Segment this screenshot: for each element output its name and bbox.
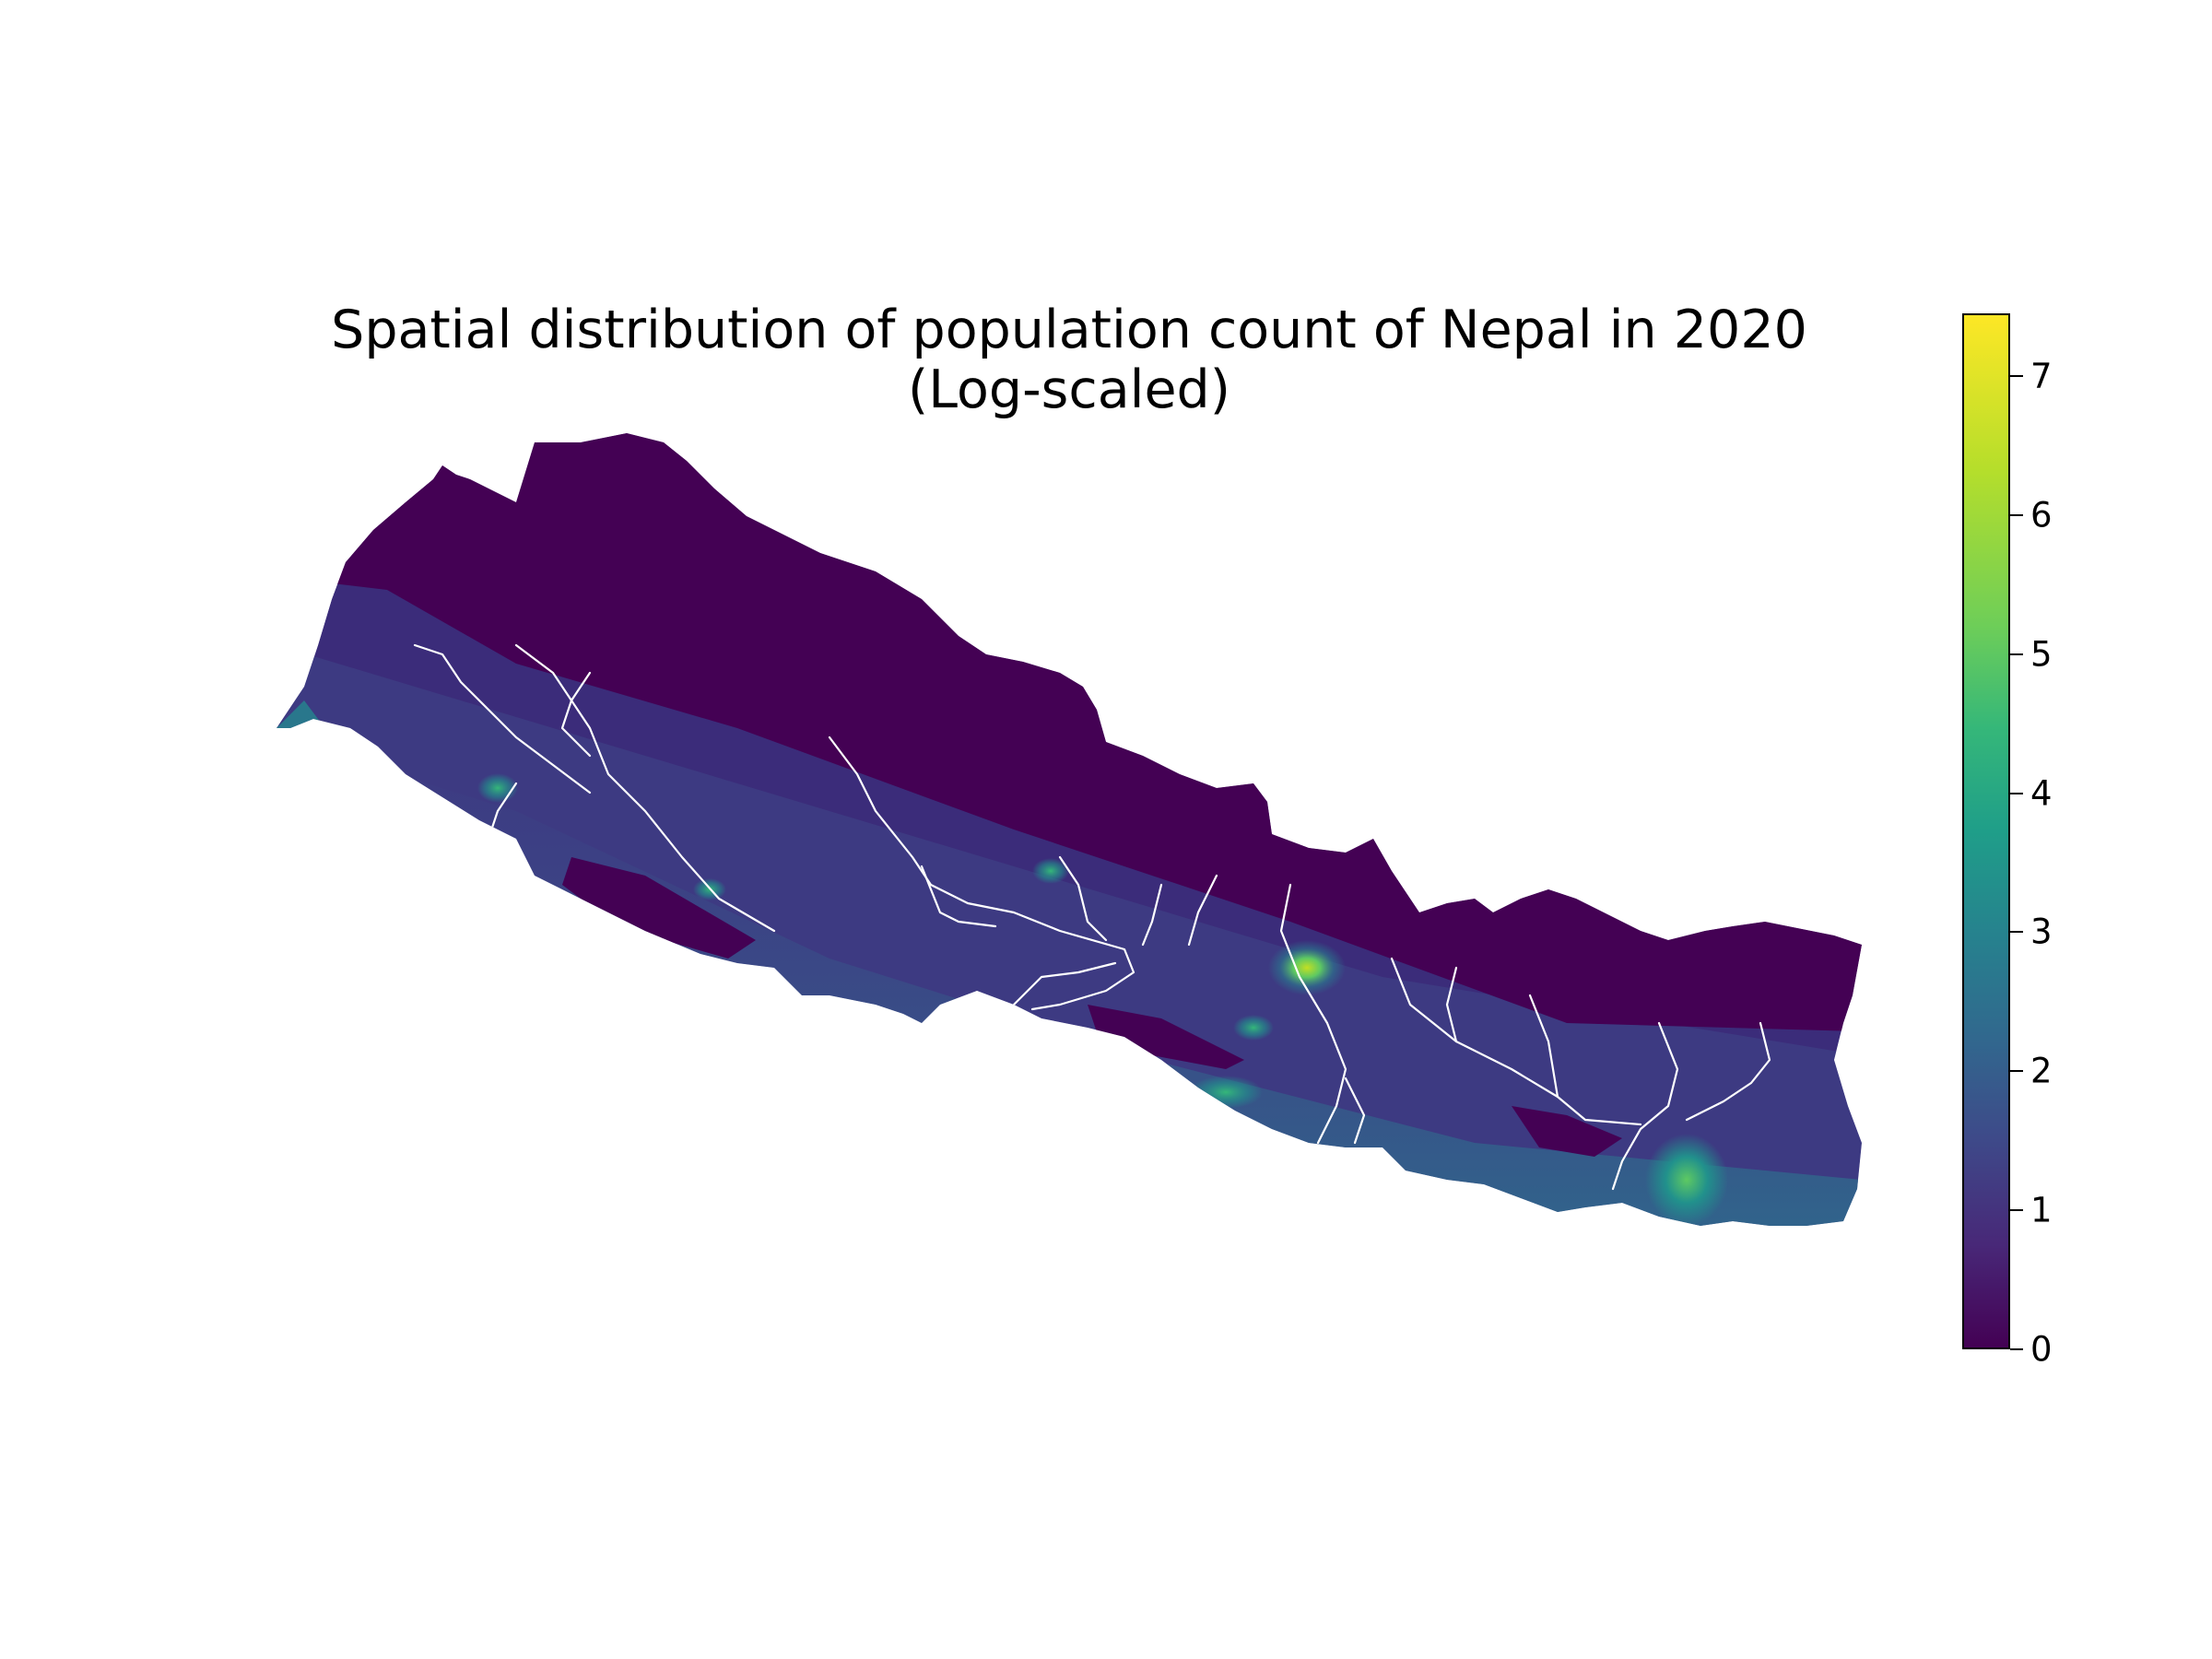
pokhara-hotspot — [1032, 858, 1069, 884]
colorbar-tick-label: 5 — [2030, 634, 2053, 675]
river-9 — [1187, 874, 1218, 947]
river-16 — [1344, 1077, 1366, 1145]
protected-area-west — [562, 857, 756, 959]
southeast-hotspot — [1189, 1076, 1263, 1109]
river-11 — [1390, 957, 1642, 1126]
river-1 — [413, 643, 592, 794]
chart-title: Spatial distribution of population count… — [331, 300, 1807, 360]
colorbar — [1962, 313, 2010, 1349]
river-8 — [1141, 883, 1163, 947]
river-6 — [920, 865, 997, 928]
colorbar-tick-label: 0 — [2030, 1329, 2053, 1370]
colorbar-tick-label: 3 — [2030, 912, 2053, 952]
river-2 — [514, 643, 776, 933]
river-12 — [1445, 966, 1458, 1043]
colorbar-tick — [2010, 1070, 2023, 1073]
protected-area-east — [1512, 1106, 1622, 1157]
protected-area-central — [1088, 1005, 1244, 1069]
colorbar-tick — [2010, 374, 2023, 377]
colorbar-tick-label: 7 — [2030, 356, 2053, 396]
river-5 — [828, 735, 1135, 1011]
river-7 — [1058, 855, 1108, 942]
colorbar-tick-label: 6 — [2030, 495, 2053, 535]
rivers — [413, 643, 1771, 1191]
river-14 — [1611, 1021, 1679, 1191]
population-raster — [276, 433, 1862, 1226]
kathmandu-hotspot — [1268, 940, 1346, 995]
river-17 — [1012, 961, 1117, 1006]
chart-subtitle: (Log-scaled) — [908, 359, 1230, 420]
colorbar-tick-label: 4 — [2030, 773, 2053, 813]
east-terai-hotspot — [1645, 1134, 1728, 1226]
colorbar-tick — [2010, 653, 2023, 655]
central-terai-hotspot — [1233, 1015, 1274, 1041]
river-15 — [1685, 1021, 1771, 1122]
colorbar-tick — [2010, 931, 2023, 934]
colorbar-tick — [2010, 1209, 2023, 1212]
river-13 — [1528, 994, 1559, 1099]
colorbar-tick-label: 2 — [2030, 1051, 2053, 1091]
colorbar-tick-label: 1 — [2030, 1190, 2053, 1230]
river-3 — [560, 671, 592, 758]
colorbar-tick — [2010, 513, 2023, 516]
river-10 — [1279, 883, 1347, 1145]
colorbar-tick — [2010, 792, 2023, 794]
colorbar-tick — [2010, 1348, 2023, 1350]
